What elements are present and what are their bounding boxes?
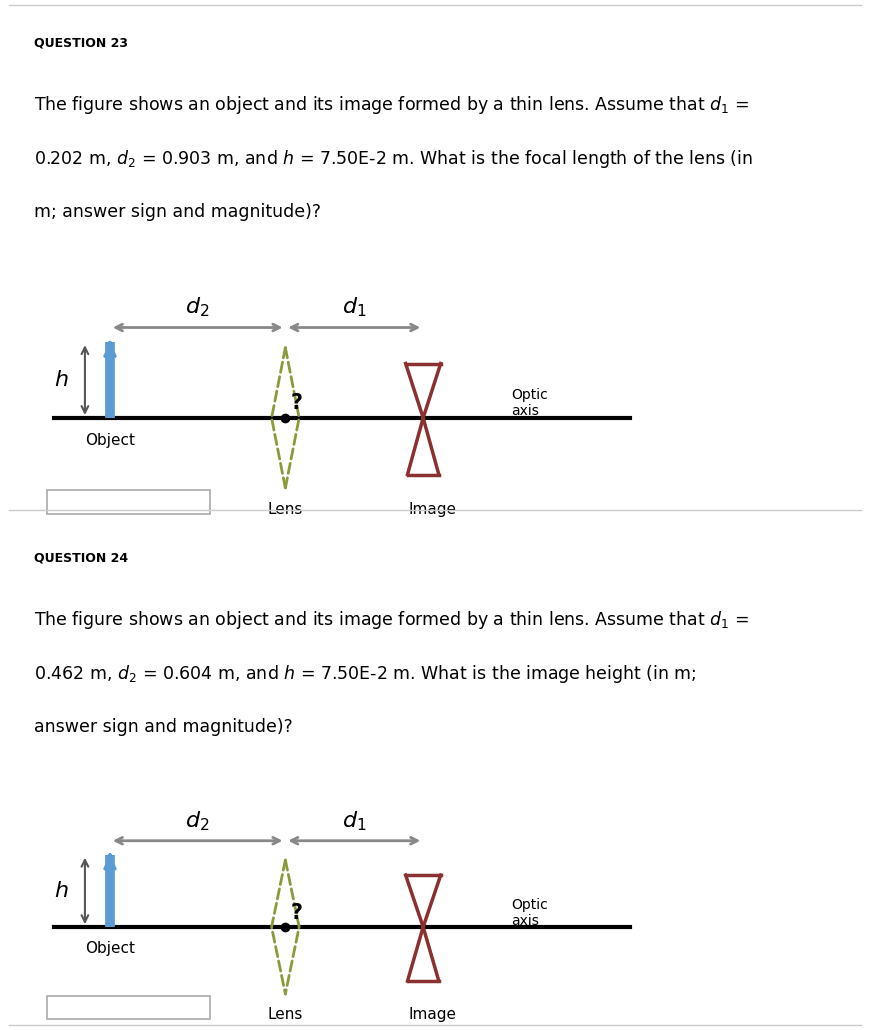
Text: 0.202 m, $d_2$ = 0.903 m, and $h$ = 7.50E-2 m. What is the focal length of the l: 0.202 m, $d_2$ = 0.903 m, and $h$ = 7.50… (34, 148, 753, 170)
Text: Object: Object (85, 941, 135, 956)
Text: Lens: Lens (268, 1007, 302, 1022)
Text: $d_1$: $d_1$ (342, 296, 366, 319)
FancyBboxPatch shape (47, 490, 210, 514)
Text: $d_1$: $d_1$ (342, 810, 366, 833)
FancyBboxPatch shape (47, 996, 210, 1020)
Text: m; answer sign and magnitude)?: m; answer sign and magnitude)? (34, 203, 321, 220)
Text: $d_2$: $d_2$ (185, 296, 209, 319)
Text: 0.462 m, $d_2$ = 0.604 m, and $h$ = 7.50E-2 m. What is the image height (in m;: 0.462 m, $d_2$ = 0.604 m, and $h$ = 7.50… (34, 663, 696, 685)
Text: Image: Image (408, 1007, 456, 1022)
Text: The figure shows an object and its image formed by a thin lens. Assume that $d_1: The figure shows an object and its image… (34, 609, 749, 631)
Text: Object: Object (85, 433, 135, 448)
Text: $d_2$: $d_2$ (185, 810, 209, 833)
Text: ?: ? (290, 903, 302, 923)
Text: Optic
axis: Optic axis (510, 898, 547, 928)
Text: QUESTION 24: QUESTION 24 (34, 552, 129, 564)
Text: Lens: Lens (268, 502, 302, 516)
Text: QUESTION 23: QUESTION 23 (34, 37, 128, 49)
Text: Optic
axis: Optic axis (510, 388, 547, 418)
Text: Image: Image (408, 502, 456, 516)
Text: $h$: $h$ (54, 880, 69, 902)
Text: ?: ? (290, 393, 302, 413)
Text: The figure shows an object and its image formed by a thin lens. Assume that $d_1: The figure shows an object and its image… (34, 94, 749, 116)
Text: $h$: $h$ (54, 369, 69, 391)
Text: answer sign and magnitude)?: answer sign and magnitude)? (34, 718, 293, 735)
